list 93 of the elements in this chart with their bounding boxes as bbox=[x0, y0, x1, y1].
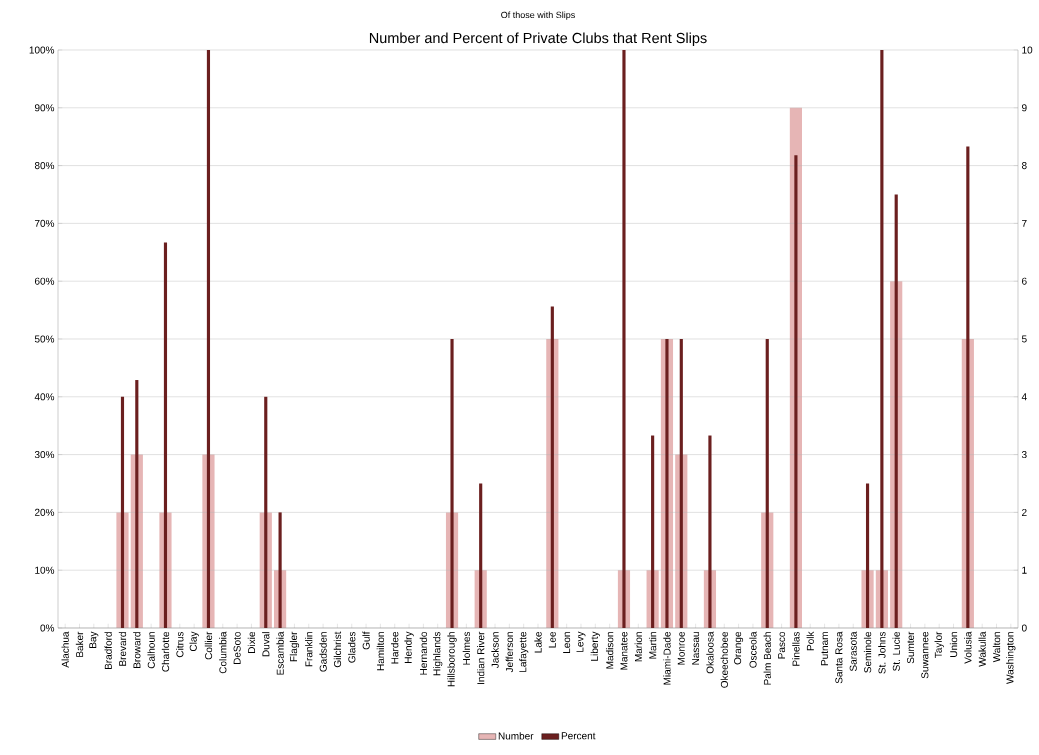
x-tick-label: Polk bbox=[806, 631, 814, 651]
y-tick-label: 20% bbox=[34, 508, 55, 516]
legend-label: Percent bbox=[561, 732, 596, 740]
x-tick-label: Baker bbox=[75, 631, 84, 657]
y-tick-label: 30% bbox=[34, 451, 55, 459]
y-tick-label: 70% bbox=[34, 219, 55, 227]
x-tick-label: Citrus bbox=[176, 631, 184, 658]
x-tick-label: Sumter bbox=[907, 631, 915, 664]
x-tick-label: Volusia bbox=[964, 631, 972, 664]
y-tick-label: 80% bbox=[34, 162, 55, 170]
x-tick-label: Alachua bbox=[61, 631, 69, 668]
y2-tick-label: 1 bbox=[1022, 566, 1027, 574]
x-tick-label: Okeechobee bbox=[720, 631, 728, 688]
x-tick-label: Hardee bbox=[391, 631, 399, 664]
y-tick-label: 60% bbox=[34, 277, 55, 285]
x-tick-label: Charlotte bbox=[161, 631, 170, 672]
chart-subtitle: Of those with Slips bbox=[501, 11, 575, 20]
x-tick-label: Jackson bbox=[491, 632, 499, 669]
x-tick-label: Osceola bbox=[749, 631, 757, 668]
legend-label: Number bbox=[498, 732, 534, 740]
x-tick-label: Jefferson bbox=[505, 632, 514, 673]
x-tick-label: Indian River bbox=[477, 631, 485, 684]
x-tick-label: Washington bbox=[1006, 632, 1016, 684]
x-tick-label: Bradford bbox=[104, 632, 112, 670]
x-tick-label: Lee bbox=[548, 631, 556, 648]
y-tick-label: 40% bbox=[34, 393, 55, 401]
x-tick-label: Highlands bbox=[433, 631, 443, 676]
x-tick-label: Calhoun bbox=[147, 632, 155, 669]
y2-tick-label: 9 bbox=[1022, 104, 1027, 112]
x-tick-label: Monroe bbox=[677, 631, 685, 665]
x-tick-label: Dixie bbox=[247, 631, 256, 653]
x-tick-label: Clay bbox=[189, 631, 199, 652]
x-tick-label: Collier bbox=[204, 631, 213, 660]
x-tick-label: Marion bbox=[634, 632, 642, 662]
x-tick-label: Levy bbox=[576, 631, 586, 652]
x-tick-label: Walton bbox=[992, 632, 1001, 663]
x-tick-label: Brevard bbox=[118, 632, 127, 666]
x-tick-label: Hendry bbox=[404, 631, 414, 663]
x-tick-label: Martin bbox=[648, 632, 657, 659]
x-tick-label: Holmes bbox=[462, 631, 471, 665]
x-tick-label: Liberty bbox=[590, 631, 600, 661]
x-tick-label: Madison bbox=[605, 632, 614, 669]
x-tick-label: Gadsden bbox=[319, 632, 327, 672]
x-tick-label: Pasco bbox=[778, 631, 786, 659]
x-tick-label: Putnam bbox=[821, 632, 829, 666]
x-tick-label: Union bbox=[949, 632, 958, 657]
y2-tick-label: 8 bbox=[1021, 162, 1027, 170]
x-tick-label: Manatee bbox=[620, 631, 628, 670]
y2-tick-label: 6 bbox=[1022, 277, 1027, 285]
x-tick-label: Hamilton bbox=[376, 632, 385, 671]
x-tick-label: Gilchrist bbox=[333, 631, 342, 668]
chart-title: Number and Percent of Private Clubs that Rent Slips bbox=[369, 32, 707, 46]
x-tick-label: Glades bbox=[348, 631, 356, 663]
x-tick-label: Hillsborough bbox=[447, 632, 457, 687]
y-tick-label: 50% bbox=[34, 335, 55, 343]
x-tick-label: Franklin bbox=[305, 632, 313, 667]
x-tick-label: Hernando bbox=[419, 631, 428, 675]
y2-tick-label: 5 bbox=[1021, 335, 1027, 343]
x-tick-label: St. Johns bbox=[878, 631, 886, 674]
y-tick-label: 10% bbox=[35, 566, 55, 574]
x-tick-label: Taylor bbox=[934, 631, 944, 658]
x-tick-label: Nassau bbox=[692, 632, 700, 665]
x-tick-label: Leon bbox=[563, 632, 571, 653]
y-tick-label: 0% bbox=[40, 624, 55, 632]
x-tick-label: Bay bbox=[89, 631, 99, 648]
y-tick-label: 90% bbox=[34, 104, 55, 112]
y2-tick-label: 7 bbox=[1022, 219, 1027, 227]
x-tick-label: St. Lucie bbox=[892, 631, 900, 671]
y2-tick-label: 10 bbox=[1022, 46, 1033, 54]
y2-tick-label: 2 bbox=[1022, 508, 1027, 516]
x-tick-label: Sarasota bbox=[849, 631, 857, 672]
x-tick-label: Orange bbox=[734, 631, 744, 665]
x-tick-label: Broward bbox=[133, 632, 141, 668]
x-tick-label: Lake bbox=[534, 631, 542, 653]
y2-tick-label: 4 bbox=[1021, 393, 1027, 401]
y2-tick-label: 3 bbox=[1021, 451, 1027, 459]
x-tick-label: Wakulla bbox=[978, 631, 986, 667]
x-tick-label: Palm Beach bbox=[763, 632, 771, 685]
y-tick-label: 100% bbox=[29, 46, 55, 54]
x-tick-label: Duval bbox=[262, 632, 270, 657]
x-tick-label: Columbia bbox=[219, 631, 227, 674]
x-tick-label: Pinellas bbox=[792, 631, 800, 666]
x-tick-label: Seminole bbox=[863, 631, 872, 673]
x-tick-label: Okaloosa bbox=[706, 631, 714, 674]
x-tick-label: Gulf bbox=[362, 631, 370, 650]
y2-tick-label: 0 bbox=[1021, 624, 1027, 632]
x-tick-label: Flagler bbox=[289, 631, 300, 662]
x-tick-label: Miami-Dade bbox=[663, 631, 671, 685]
x-tick-label: DeSoto bbox=[233, 631, 241, 665]
x-tick-label: Santa Rosa bbox=[835, 631, 843, 684]
x-tick-label: Lafayette bbox=[519, 631, 529, 672]
x-tick-label: Suwannee bbox=[921, 631, 929, 679]
x-tick-label: Escambia bbox=[276, 631, 284, 675]
